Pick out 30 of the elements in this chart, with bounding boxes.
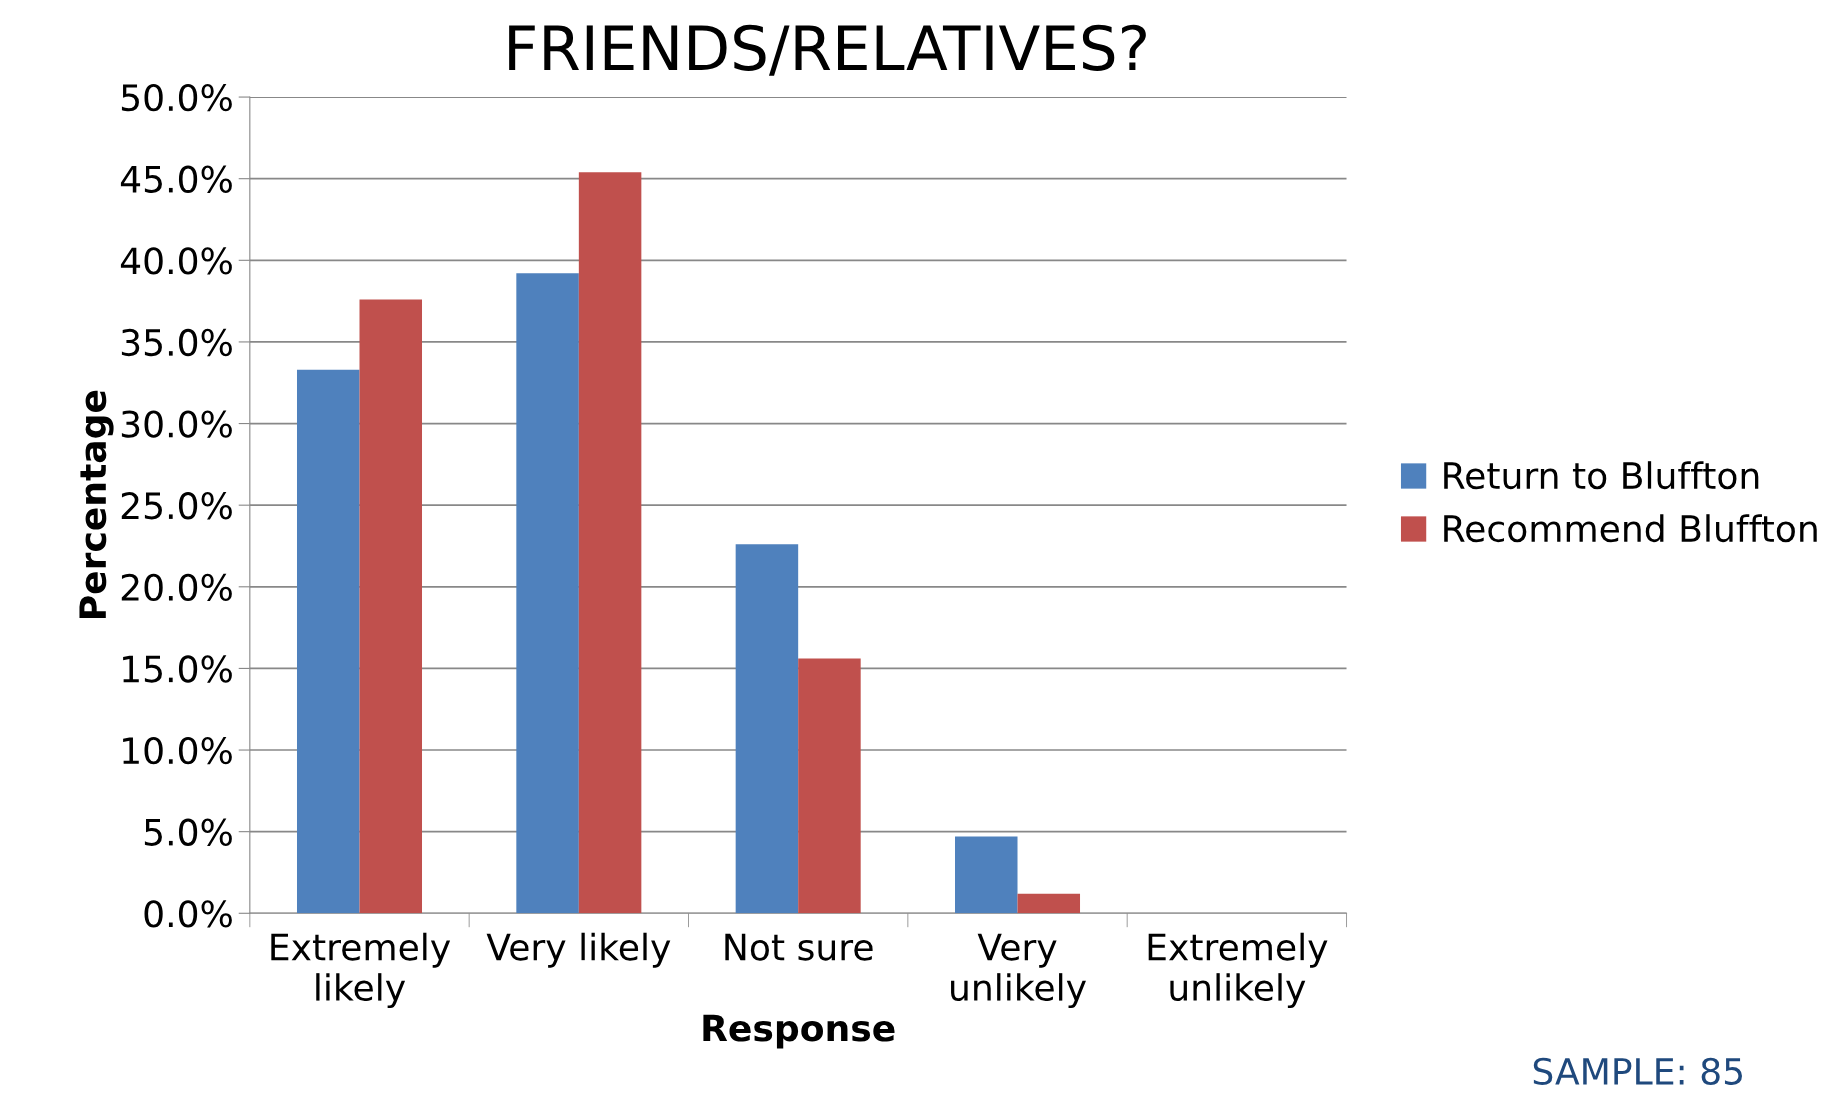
y-tick-label: 50.0%: [121, 83, 232, 112]
bar: [735, 544, 799, 914]
y-axis-title: Percentage: [79, 390, 114, 619]
legend-label: Recommend Bluffton: [1444, 514, 1817, 543]
y-tick-label: 20.0%: [121, 573, 232, 602]
legend-label: Return to Bluffton: [1444, 461, 1759, 490]
y-tick-label: 10.0%: [123, 736, 232, 765]
x-tick-label: Very unlikely: [951, 933, 1086, 1009]
y-tick-label: 15.0%: [123, 655, 232, 683]
y-tick-label: 25.0%: [121, 492, 232, 520]
x-axis-title: Response: [703, 1014, 895, 1049]
x-tick-label: Extremely unlikely: [1148, 932, 1328, 1009]
bar: [798, 658, 861, 914]
bar: [359, 299, 423, 914]
y-tick-label: 45.0%: [120, 165, 232, 193]
bar: [578, 172, 642, 914]
y-tick-label: 30.0%: [121, 410, 232, 438]
bar: [516, 273, 579, 914]
bar: [296, 369, 360, 914]
bar: [955, 836, 1018, 914]
x-tick-label: Very likely: [486, 932, 671, 968]
y-tick-label: 0.0%: [144, 900, 232, 928]
text: SAMPLE: 85: [1533, 1057, 1742, 1085]
chart-title: FRIENDS/RELATIVES?: [509, 24, 1146, 76]
y-tick-label: 40.0%: [120, 247, 232, 275]
bar: [1017, 893, 1081, 914]
x-tick-label: Extremely likely: [271, 932, 451, 1009]
y-tick-label: 5.0%: [144, 818, 232, 846]
x-tick-label: Not sure: [725, 933, 873, 961]
y-tick-label: 35.0%: [121, 328, 232, 357]
